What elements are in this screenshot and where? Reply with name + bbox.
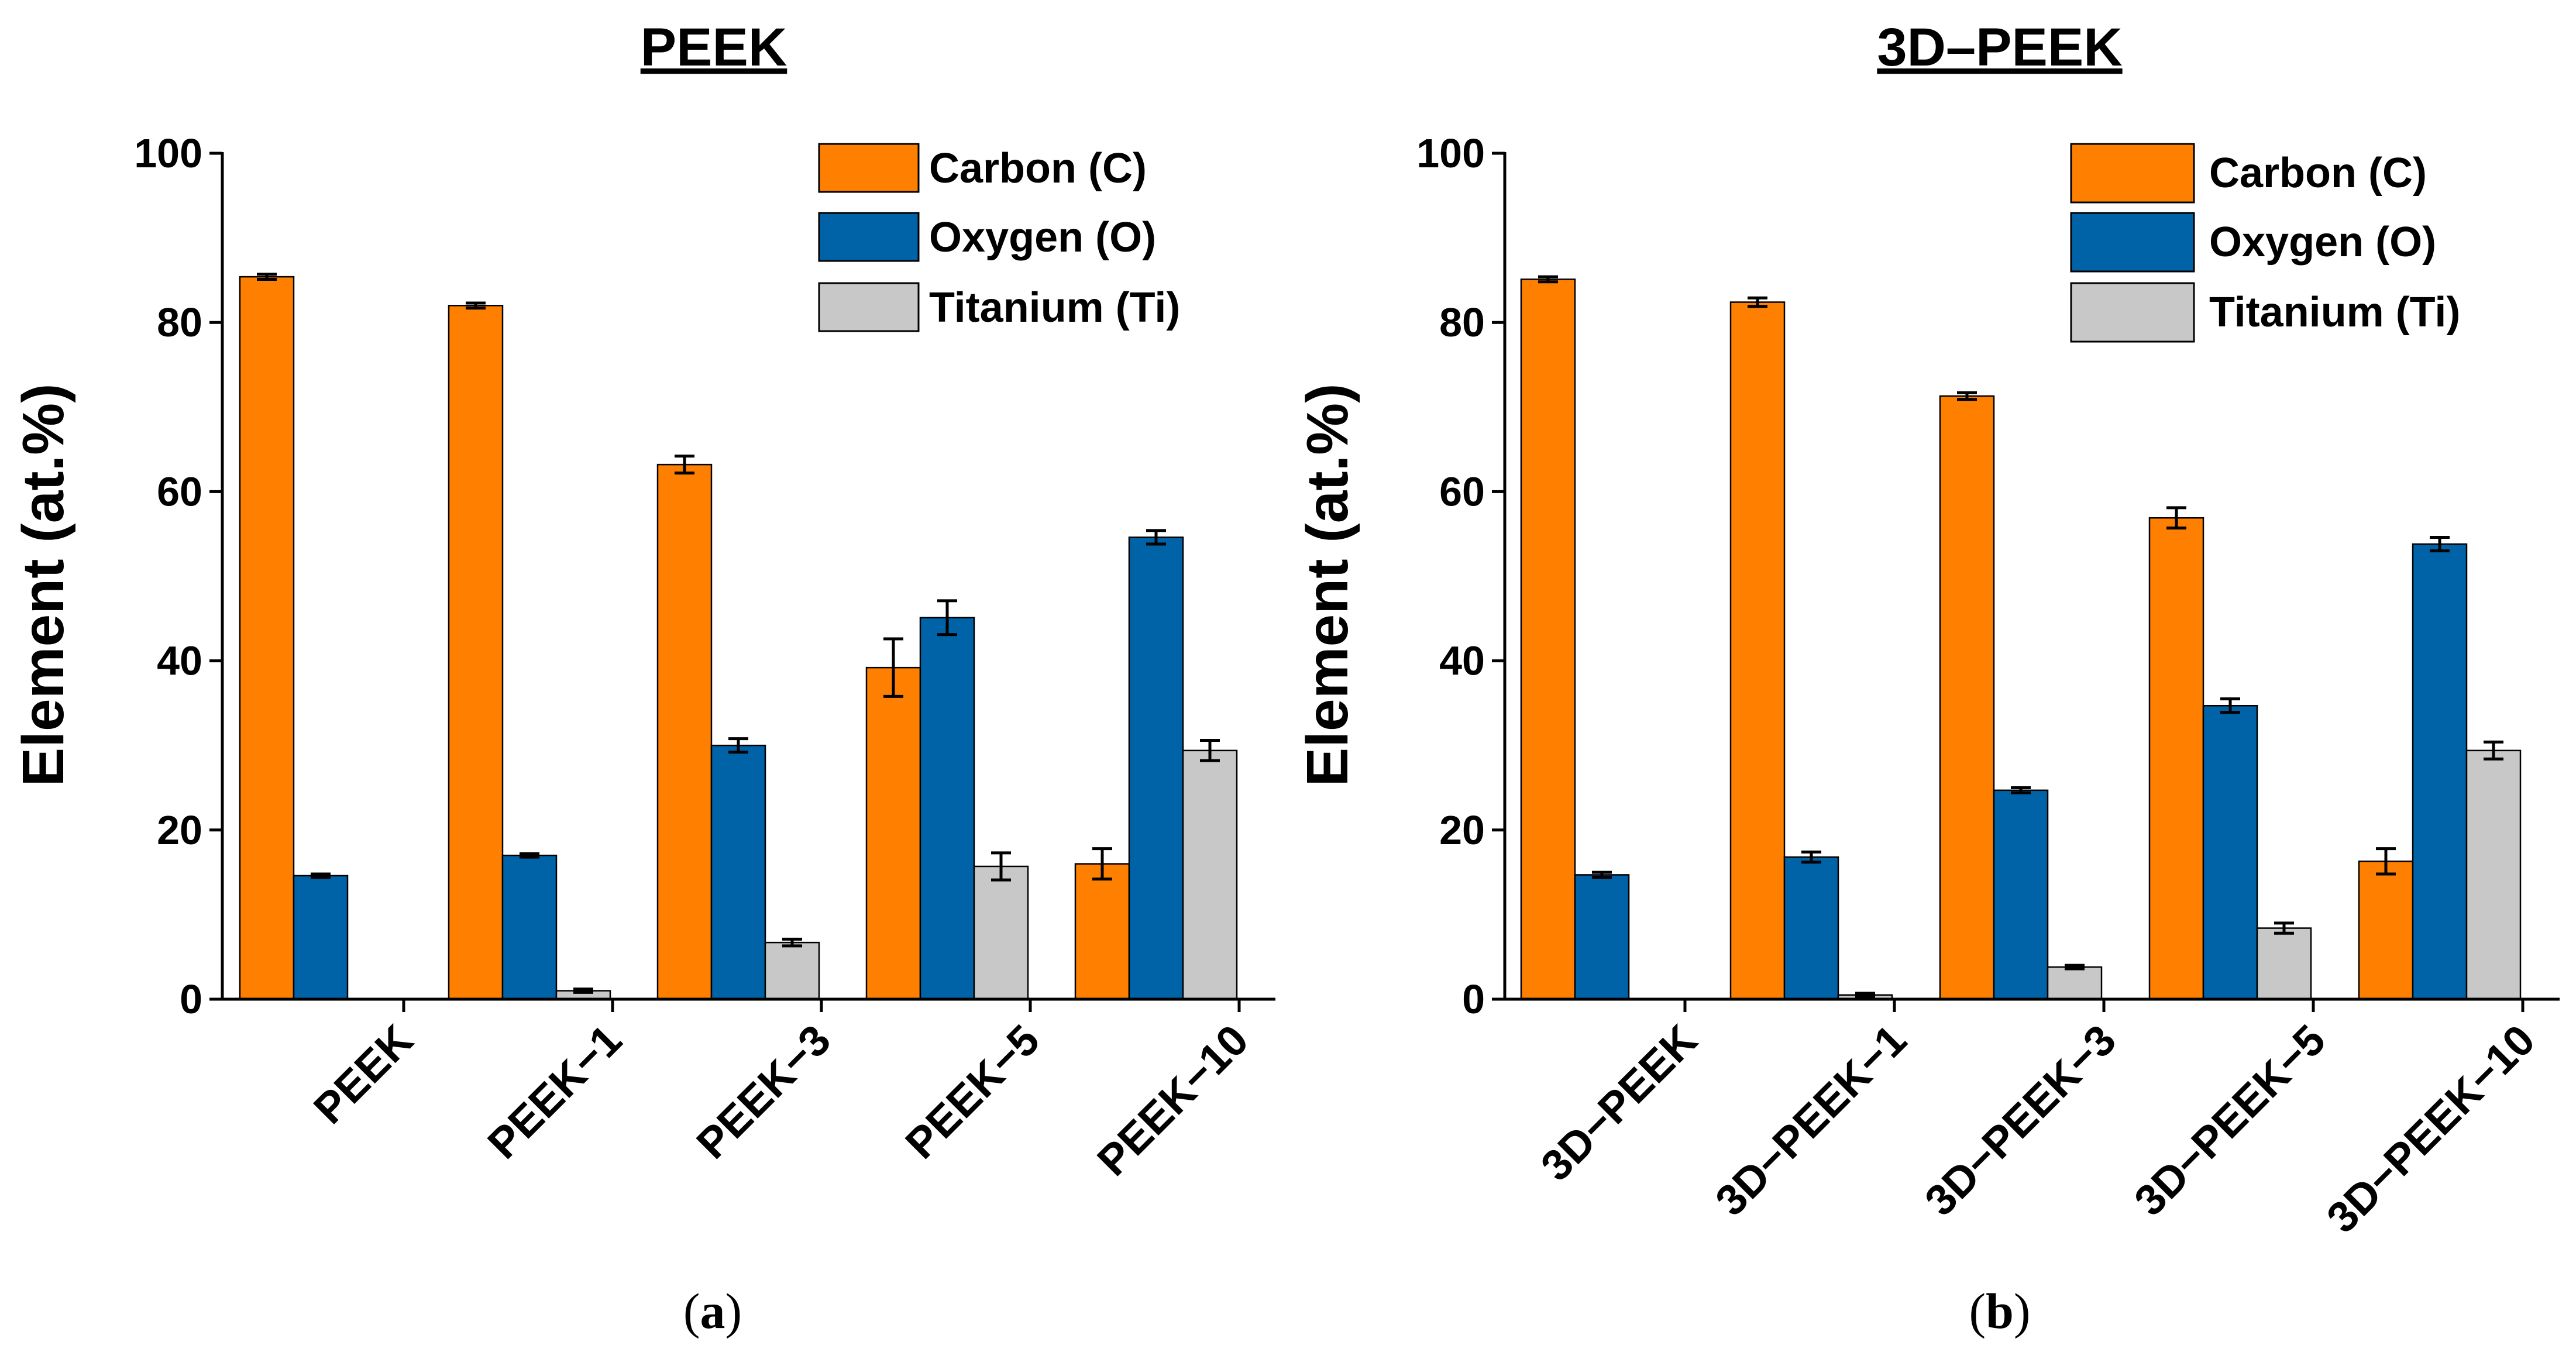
y-tick-label: 60	[157, 469, 202, 514]
error-bar-oxygen	[937, 599, 957, 636]
legend-swatch-oxygen	[818, 212, 920, 262]
legend: Carbon (C) Oxygen (O) Titanium (Ti)	[2070, 143, 2460, 343]
bar-oxygen	[2202, 704, 2258, 1000]
error-bar-carbon	[257, 273, 277, 281]
bar-titanium	[2465, 749, 2522, 1000]
bar-carbon	[1074, 863, 1130, 1000]
y-tick-label: 40	[1439, 638, 1485, 684]
bars-layer	[1520, 278, 2522, 1000]
bars-layer	[239, 276, 1238, 1000]
bar-oxygen	[1993, 789, 2049, 1000]
y-tick-label: 80	[157, 300, 202, 345]
legend-swatch-carbon	[818, 143, 920, 193]
bar-titanium	[2047, 966, 2103, 1000]
legend-label-carbon: Carbon (C)	[2209, 150, 2427, 197]
legend-label-oxygen: Oxygen (O)	[929, 214, 1156, 261]
y-tick-label: 20	[157, 807, 202, 853]
bar-oxygen	[1574, 874, 1630, 1000]
y-tick-label: 100	[134, 130, 202, 176]
error-bar-carbon	[466, 301, 486, 310]
y-tick-label: 60	[1439, 469, 1485, 514]
bar-oxygen	[919, 617, 975, 1000]
bar-oxygen	[2412, 543, 2468, 1000]
x-tick-marks	[1683, 999, 2525, 1012]
error-bar-titanium	[991, 851, 1011, 882]
bar-carbon	[2148, 517, 2204, 1000]
error-bar-oxygen	[311, 872, 331, 879]
bar-carbon	[2358, 861, 2414, 1000]
bar-oxygen	[1128, 536, 1184, 1000]
y-tick-label: 0	[180, 976, 202, 1022]
y-tick-label: 80	[1439, 300, 1485, 345]
error-bar-titanium	[782, 937, 802, 948]
error-bar-oxygen	[1146, 529, 1166, 546]
chart-title: PEEK	[641, 18, 787, 77]
x-tick-marks	[402, 999, 1241, 1012]
y-tick-label: 20	[1439, 807, 1485, 853]
panel-label: (b)	[1969, 1283, 2030, 1339]
bar-oxygen	[1783, 856, 1839, 1000]
error-bar-carbon	[1957, 391, 1977, 401]
error-bar-oxygen	[2220, 697, 2240, 714]
axes	[1503, 152, 2560, 1001]
bar-carbon	[1939, 395, 1995, 1000]
bar-carbon	[656, 463, 713, 1000]
panel-label: (a)	[683, 1283, 742, 1339]
error-bar-carbon	[675, 455, 694, 475]
error-bar-titanium	[2484, 740, 2503, 761]
error-bar-oxygen	[1801, 850, 1821, 864]
bar-oxygen	[710, 744, 766, 1000]
legend-label-titanium: Titanium (Ti)	[2209, 289, 2460, 336]
error-bar-titanium	[2065, 964, 2085, 971]
y-tick-label: 40	[157, 638, 202, 684]
bar-oxygen	[501, 854, 558, 1000]
error-bar-carbon	[2376, 847, 2396, 876]
bar-carbon	[865, 666, 921, 1000]
y-tick-label: 100	[1416, 130, 1485, 176]
y-axis-label: Element (at.%)	[1295, 383, 1360, 786]
bar-oxygen	[293, 875, 349, 1000]
bar-carbon	[1520, 278, 1576, 1000]
y-ticks: 0 20 40 60 80 100	[134, 130, 222, 1022]
error-bar-carbon	[1538, 275, 1558, 284]
legend-swatch-titanium	[818, 282, 920, 332]
axes	[221, 152, 1275, 1001]
legend-swatch-titanium	[2070, 282, 2195, 343]
chart-title: 3D–PEEK	[1877, 18, 2122, 77]
error-bar-carbon	[883, 637, 903, 698]
error-bars-layer	[1538, 275, 2503, 999]
error-bar-carbon	[1748, 296, 1767, 308]
bar-titanium	[1182, 749, 1238, 1000]
error-bar-titanium	[2274, 921, 2294, 935]
bar-titanium	[2256, 927, 2312, 1000]
legend: Carbon (C) Oxygen (O) Titanium (Ti)	[818, 143, 1180, 332]
legend-label-titanium: Titanium (Ti)	[929, 284, 1180, 331]
error-bar-titanium	[573, 987, 593, 994]
bar-carbon	[1729, 301, 1786, 1000]
bar-titanium	[973, 865, 1029, 1000]
legend-label-carbon: Carbon (C)	[929, 145, 1147, 192]
error-bar-carbon	[2166, 506, 2186, 530]
y-ticks: 0 20 40 60 80 100	[1416, 130, 1505, 1022]
y-axis-label: Element (at.%)	[11, 383, 76, 786]
error-bar-oxygen	[2430, 535, 2450, 553]
error-bar-titanium	[1200, 739, 1220, 762]
error-bar-carbon	[1092, 847, 1112, 881]
error-bars-layer	[257, 273, 1220, 994]
error-bar-oxygen	[2011, 786, 2031, 794]
legend-swatch-carbon	[2070, 143, 2195, 204]
bar-carbon	[239, 276, 295, 1000]
bar-carbon	[448, 305, 504, 1000]
legend-label-oxygen: Oxygen (O)	[2209, 219, 2436, 266]
error-bar-oxygen	[728, 737, 748, 754]
error-bar-oxygen	[1592, 870, 1612, 879]
y-tick-label: 0	[1462, 976, 1485, 1022]
error-bar-oxygen	[520, 852, 539, 859]
legend-swatch-oxygen	[2070, 212, 2195, 273]
error-bar-titanium	[1855, 992, 1875, 999]
bar-titanium	[764, 941, 820, 1000]
